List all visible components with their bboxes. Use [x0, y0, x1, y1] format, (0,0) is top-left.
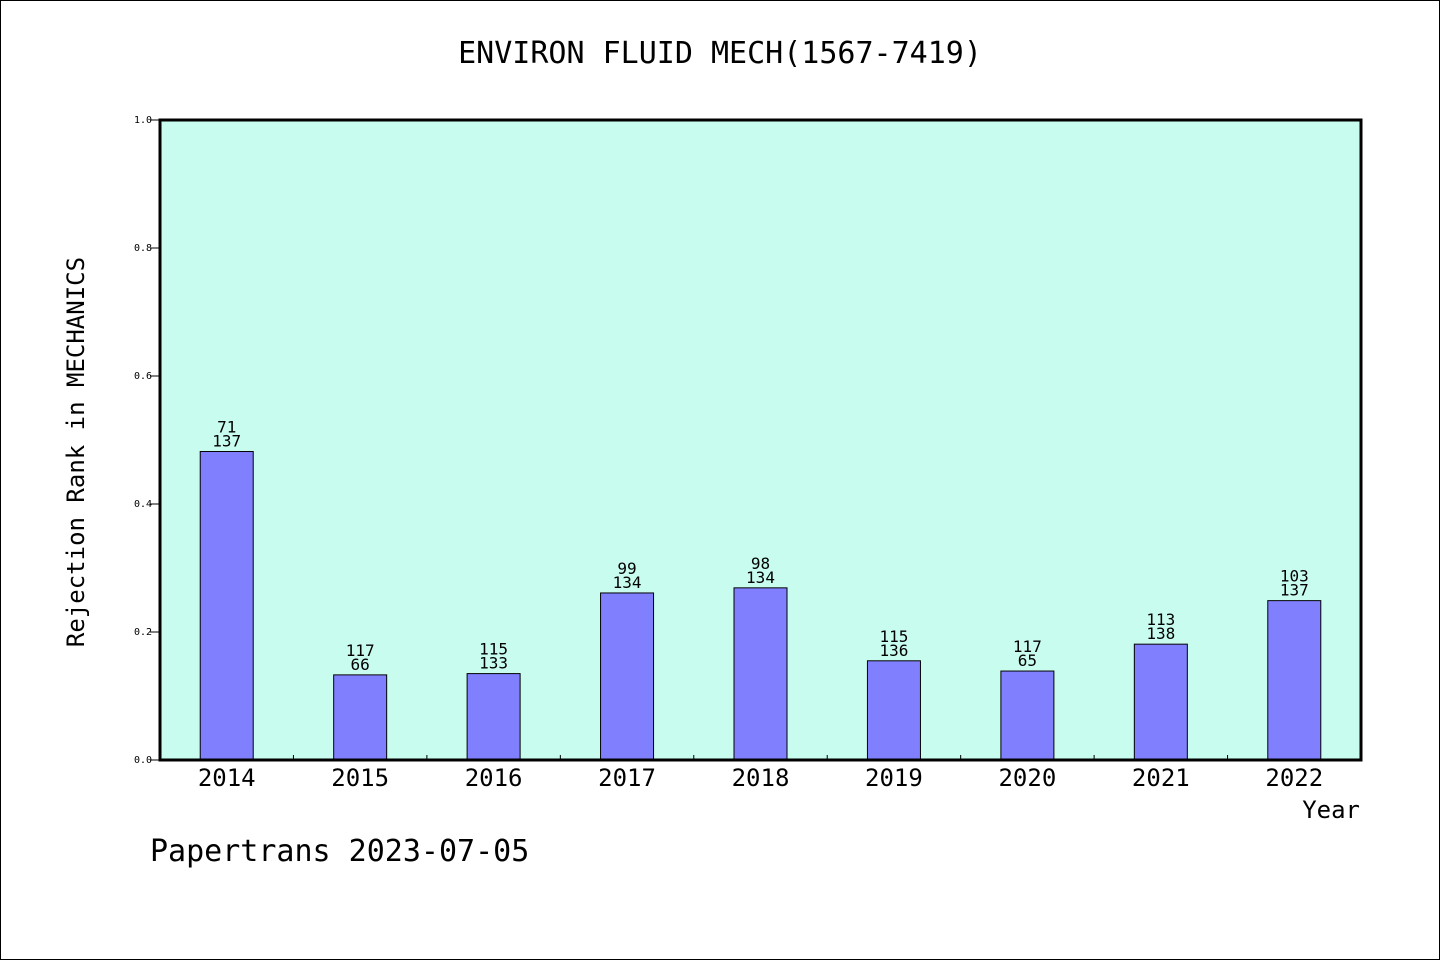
- bar: [733, 587, 788, 761]
- x-tick-label: 2016: [465, 764, 523, 792]
- x-tick-label: 2017: [598, 764, 656, 792]
- y-tick-label: 0.6: [134, 371, 152, 382]
- bar-label-top: 117: [1013, 637, 1042, 656]
- bar: [1133, 643, 1188, 761]
- bar: [1267, 600, 1322, 761]
- x-tick-label: 2015: [331, 764, 389, 792]
- bar: [466, 673, 521, 761]
- bar-label-bottom: 137: [1280, 581, 1309, 600]
- bar-label-bottom: 66: [351, 655, 370, 674]
- bar-label-top: 99: [617, 559, 636, 578]
- x-tick-label: 2020: [998, 764, 1056, 792]
- y-tick-label: 1.0: [134, 115, 152, 126]
- bar-label-top: 98: [751, 554, 770, 573]
- bar-label-bottom: 133: [479, 654, 508, 673]
- bar-label-bottom: 65: [1018, 651, 1037, 670]
- y-tick-label: 0.0: [134, 755, 152, 766]
- bar-label-top: 117: [346, 641, 375, 660]
- plot-border: [158, 118, 1363, 762]
- chart-title: ENVIRON FLUID MECH(1567-7419): [458, 36, 982, 71]
- bar: [1000, 670, 1055, 761]
- x-tick-label: 2021: [1132, 764, 1190, 792]
- bar-label-bottom: 138: [1146, 624, 1175, 643]
- x-tick-label: 2018: [732, 764, 790, 792]
- y-tick-label: 0.8: [134, 243, 152, 254]
- x-tick-label: 2014: [198, 764, 256, 792]
- y-tick-label: 0.2: [134, 627, 152, 638]
- x-tick-label: 2022: [1265, 764, 1323, 792]
- bar: [600, 592, 655, 761]
- x-axis-label: Year: [1302, 796, 1360, 824]
- y-tick-label: 0.4: [134, 499, 152, 510]
- bar-label-bottom: 137: [212, 432, 241, 451]
- bar-label-top: 115: [879, 627, 908, 646]
- bar: [866, 660, 921, 761]
- bar-label-top: 113: [1146, 610, 1175, 629]
- bar-label-top: 115: [479, 640, 508, 659]
- x-tick-label: 2019: [865, 764, 923, 792]
- bar: [199, 451, 254, 761]
- bar-label-top: 71: [217, 418, 236, 437]
- bar: [333, 674, 388, 761]
- bar-label-bottom: 136: [879, 641, 908, 660]
- footer-credit: Papertrans 2023-07-05: [150, 834, 530, 869]
- bar-label-bottom: 134: [613, 573, 642, 592]
- bar-label-bottom: 134: [746, 568, 775, 587]
- bar-label-top: 103: [1280, 567, 1309, 586]
